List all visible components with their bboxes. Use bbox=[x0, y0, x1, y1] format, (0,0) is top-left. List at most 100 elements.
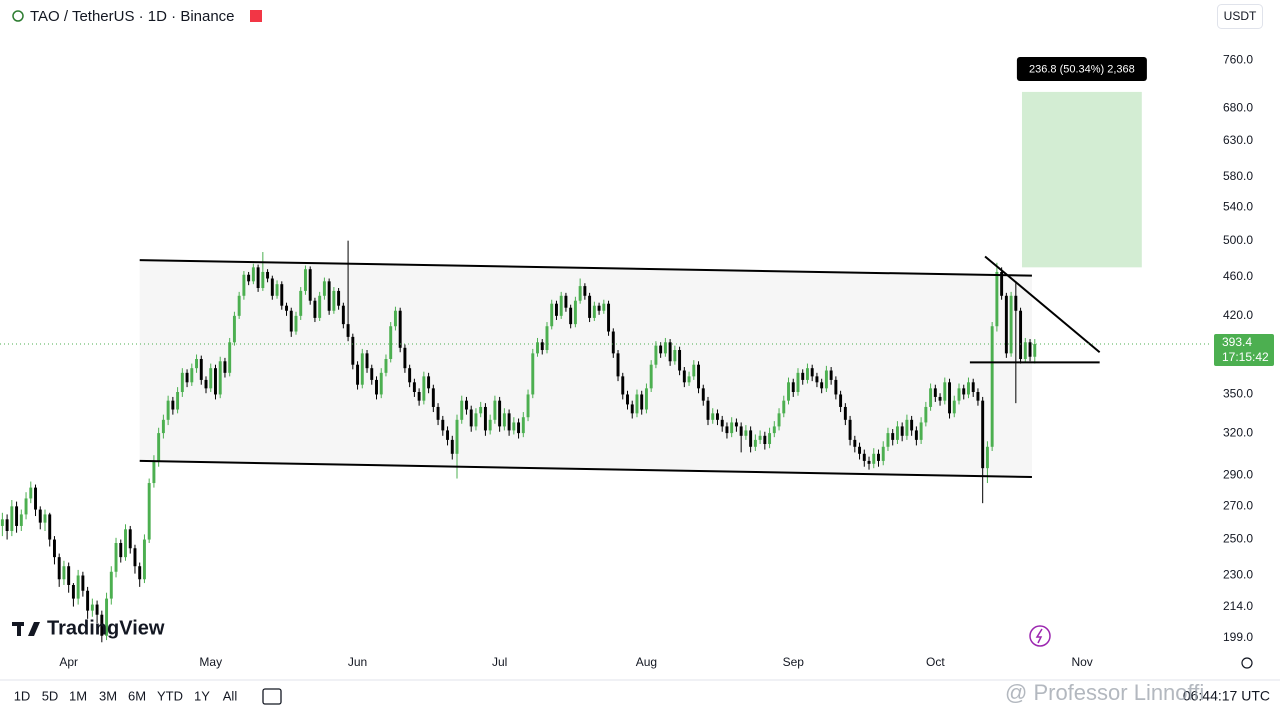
candle-body bbox=[417, 392, 421, 401]
candle-body bbox=[886, 433, 890, 447]
date-range-icon[interactable] bbox=[262, 688, 282, 705]
candle-body bbox=[626, 394, 629, 405]
x-tick-label: Sep bbox=[783, 655, 805, 669]
candle-body bbox=[124, 529, 127, 558]
candle-body bbox=[24, 498, 28, 515]
candle-body bbox=[801, 372, 805, 380]
candle-body bbox=[166, 400, 170, 420]
candle-body bbox=[711, 413, 715, 420]
flag-icon[interactable] bbox=[250, 10, 262, 22]
candle-body bbox=[592, 305, 596, 318]
candle-body bbox=[877, 453, 880, 461]
candle-body bbox=[777, 413, 781, 427]
candle-body bbox=[976, 392, 980, 401]
candle-body bbox=[919, 422, 923, 440]
candle-body bbox=[161, 419, 165, 434]
candle-body bbox=[493, 400, 497, 420]
candle-body bbox=[914, 430, 918, 440]
candle-body bbox=[109, 571, 113, 599]
candle-body bbox=[995, 271, 999, 327]
candle-body bbox=[1014, 295, 1018, 311]
candle-body bbox=[318, 295, 322, 318]
candle-body bbox=[971, 382, 975, 393]
alert-icon[interactable] bbox=[1029, 625, 1051, 647]
candle-body bbox=[483, 406, 487, 431]
candle-body bbox=[616, 353, 620, 377]
toolbar: 06:44:17 UTC 1D 5D 1M 3M 6M YTD 1Y All bbox=[14, 688, 1270, 705]
candle-body bbox=[29, 487, 33, 499]
candle-body bbox=[578, 286, 582, 301]
range-button[interactable]: 6M bbox=[128, 688, 146, 703]
logo-mark bbox=[28, 622, 40, 636]
candle-body bbox=[536, 342, 539, 354]
candle-body bbox=[384, 358, 388, 373]
candle-body bbox=[294, 315, 298, 332]
range-button[interactable]: 1Y bbox=[194, 688, 210, 703]
candle-body bbox=[128, 529, 132, 549]
candle-body bbox=[720, 419, 724, 427]
symbol-title[interactable]: TAO / TetherUS · 1D · Binance bbox=[30, 8, 235, 25]
candle-body bbox=[1023, 342, 1027, 359]
candle-body bbox=[171, 400, 175, 410]
candle-body bbox=[682, 370, 686, 383]
y-tick-label: 350.0 bbox=[1223, 387, 1253, 401]
candle-body bbox=[327, 281, 331, 311]
candle-body bbox=[853, 439, 857, 447]
candle-body bbox=[90, 604, 94, 611]
candle-body bbox=[545, 326, 549, 351]
candle-body bbox=[948, 382, 951, 414]
candle-body bbox=[687, 376, 691, 383]
candle-body bbox=[389, 326, 393, 359]
candle-body bbox=[43, 514, 47, 523]
candle-body bbox=[990, 326, 994, 447]
candle-body bbox=[351, 336, 355, 365]
candle-body bbox=[621, 376, 625, 395]
candle-body bbox=[1028, 342, 1032, 357]
candle-body bbox=[10, 506, 14, 531]
candle-body bbox=[422, 376, 426, 401]
currency-button[interactable] bbox=[1217, 4, 1263, 29]
candle-body bbox=[133, 548, 137, 567]
candle-body bbox=[398, 310, 402, 348]
plot-area: 236.8 (50.34%) 2,368 760.0 680.0 630.0 580.0… bbox=[0, 52, 1274, 669]
candle-body bbox=[607, 303, 611, 332]
candle-body bbox=[95, 604, 99, 615]
watermark: @ Professor Linnoffi bbox=[1005, 680, 1204, 705]
range-button[interactable]: All bbox=[223, 688, 238, 703]
candle-body bbox=[299, 290, 303, 316]
candle-body bbox=[739, 426, 743, 436]
candle-body bbox=[412, 382, 416, 393]
candle-body bbox=[247, 274, 251, 282]
candle-body bbox=[895, 426, 899, 440]
settings-icon[interactable] bbox=[1241, 657, 1253, 669]
candle-body bbox=[559, 295, 563, 316]
candle-body bbox=[280, 284, 284, 306]
last-price-box bbox=[1214, 334, 1274, 367]
range-button[interactable]: 1D bbox=[14, 688, 31, 703]
candle-body bbox=[228, 342, 232, 373]
currency-label[interactable]: USDT bbox=[1224, 9, 1257, 23]
candle-body bbox=[62, 566, 66, 580]
candle-body bbox=[176, 392, 180, 410]
range-button[interactable]: 5D bbox=[42, 688, 59, 703]
candle-body bbox=[602, 303, 606, 311]
range-button[interactable]: 3M bbox=[99, 688, 117, 703]
candle-body bbox=[758, 435, 762, 440]
candle-body bbox=[341, 305, 345, 325]
x-tick-label: Jul bbox=[492, 655, 507, 669]
candle-body bbox=[692, 364, 696, 377]
candle-body bbox=[15, 506, 19, 526]
range-button[interactable]: 1M bbox=[69, 688, 87, 703]
candle-body bbox=[76, 575, 80, 599]
candle-body bbox=[190, 368, 194, 383]
candle-body bbox=[142, 539, 146, 580]
x-tick-label: Jun bbox=[348, 655, 367, 669]
candle-body bbox=[924, 406, 928, 423]
x-tick-label: Nov bbox=[1071, 655, 1092, 669]
candle-body bbox=[697, 364, 701, 389]
range-button[interactable]: YTD bbox=[157, 688, 183, 703]
candle-body bbox=[611, 331, 615, 354]
candle-body bbox=[403, 347, 407, 369]
trend-line bbox=[984, 255, 1101, 354]
